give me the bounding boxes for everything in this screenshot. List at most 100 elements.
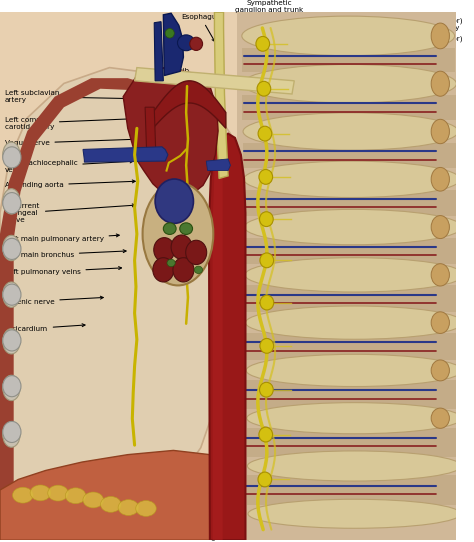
Ellipse shape [177, 35, 195, 51]
Polygon shape [83, 147, 168, 162]
Circle shape [154, 237, 175, 262]
Circle shape [153, 257, 174, 282]
Polygon shape [209, 134, 246, 540]
Ellipse shape [83, 492, 103, 508]
Polygon shape [154, 22, 164, 81]
Ellipse shape [118, 500, 139, 515]
Ellipse shape [3, 189, 20, 214]
Text: Left brachiocephalic
vein: Left brachiocephalic vein [5, 160, 133, 173]
Ellipse shape [100, 496, 121, 512]
Ellipse shape [258, 472, 272, 487]
Polygon shape [244, 238, 462, 264]
Polygon shape [164, 13, 183, 75]
Ellipse shape [194, 266, 202, 274]
Polygon shape [237, 12, 456, 540]
Ellipse shape [260, 253, 273, 268]
Polygon shape [246, 380, 463, 409]
Circle shape [3, 238, 21, 260]
Text: Ascending aorta: Ascending aorta [5, 180, 135, 189]
Polygon shape [243, 143, 458, 168]
Ellipse shape [431, 119, 449, 144]
Ellipse shape [257, 81, 271, 96]
Text: Highest (superior)
intercostal vein: Highest (superior) intercostal vein [395, 36, 463, 72]
Ellipse shape [244, 161, 460, 197]
Text: 1st rib: 1st rib [166, 68, 193, 85]
Text: Left common
carotid artery: Left common carotid artery [5, 117, 154, 130]
Ellipse shape [242, 64, 456, 103]
Polygon shape [237, 12, 456, 540]
Text: Left main pulmonary artery: Left main pulmonary artery [5, 234, 119, 242]
Text: Left subclavian
artery: Left subclavian artery [5, 90, 163, 103]
Ellipse shape [245, 257, 464, 292]
Polygon shape [0, 472, 219, 540]
Ellipse shape [259, 170, 273, 184]
Ellipse shape [3, 328, 20, 354]
Polygon shape [206, 159, 230, 171]
Text: Arch of aorta: Arch of aorta [159, 174, 206, 180]
Polygon shape [247, 428, 462, 457]
Ellipse shape [3, 142, 20, 167]
Text: Left hemidiaphragm: Left hemidiaphragm [93, 482, 170, 503]
Ellipse shape [247, 403, 462, 434]
Circle shape [3, 421, 21, 442]
Circle shape [186, 240, 207, 264]
Polygon shape [246, 333, 463, 360]
Ellipse shape [3, 422, 20, 447]
Polygon shape [145, 107, 156, 160]
Polygon shape [123, 68, 218, 198]
Polygon shape [242, 48, 455, 72]
Polygon shape [0, 78, 155, 540]
Ellipse shape [136, 501, 156, 517]
Ellipse shape [3, 375, 20, 401]
Circle shape [3, 330, 21, 351]
Polygon shape [242, 95, 456, 120]
Ellipse shape [30, 485, 51, 501]
Polygon shape [0, 68, 242, 540]
Ellipse shape [3, 282, 20, 307]
Ellipse shape [431, 23, 449, 49]
Text: Left main bronchus: Left main bronchus [5, 250, 126, 258]
Ellipse shape [12, 487, 33, 503]
Ellipse shape [258, 126, 272, 141]
Text: Left pulmonary veins: Left pulmonary veins [5, 267, 121, 275]
Ellipse shape [431, 167, 449, 191]
Ellipse shape [180, 223, 192, 235]
Circle shape [3, 192, 21, 214]
Text: Pericardium: Pericardium [5, 324, 85, 332]
Polygon shape [135, 68, 294, 94]
Ellipse shape [256, 36, 270, 51]
Ellipse shape [243, 113, 458, 150]
Polygon shape [247, 475, 462, 505]
Ellipse shape [247, 451, 462, 481]
Ellipse shape [260, 382, 273, 397]
Text: Descending aorta: Descending aorta [173, 530, 237, 541]
Ellipse shape [48, 485, 68, 501]
Polygon shape [0, 450, 244, 540]
Ellipse shape [242, 16, 455, 56]
Polygon shape [244, 190, 460, 216]
Text: Sympathetic
ganglion and trunk: Sympathetic ganglion and trunk [235, 0, 303, 31]
Ellipse shape [260, 295, 274, 310]
Circle shape [3, 284, 21, 305]
Polygon shape [153, 81, 226, 128]
Polygon shape [214, 12, 228, 178]
Ellipse shape [164, 223, 176, 235]
Polygon shape [245, 285, 464, 312]
Circle shape [155, 179, 193, 223]
Circle shape [3, 147, 21, 168]
Ellipse shape [260, 212, 273, 227]
Ellipse shape [431, 216, 449, 238]
Ellipse shape [260, 338, 273, 353]
Ellipse shape [248, 499, 461, 528]
Ellipse shape [431, 312, 449, 333]
Polygon shape [213, 141, 223, 540]
Ellipse shape [143, 183, 213, 286]
Text: Highest (superior)
intercostal artery: Highest (superior) intercostal artery [380, 17, 463, 54]
Ellipse shape [190, 37, 202, 50]
Ellipse shape [244, 209, 462, 245]
Circle shape [173, 257, 194, 282]
Ellipse shape [431, 408, 449, 428]
Ellipse shape [167, 259, 175, 267]
Ellipse shape [3, 235, 20, 261]
Ellipse shape [259, 427, 273, 442]
